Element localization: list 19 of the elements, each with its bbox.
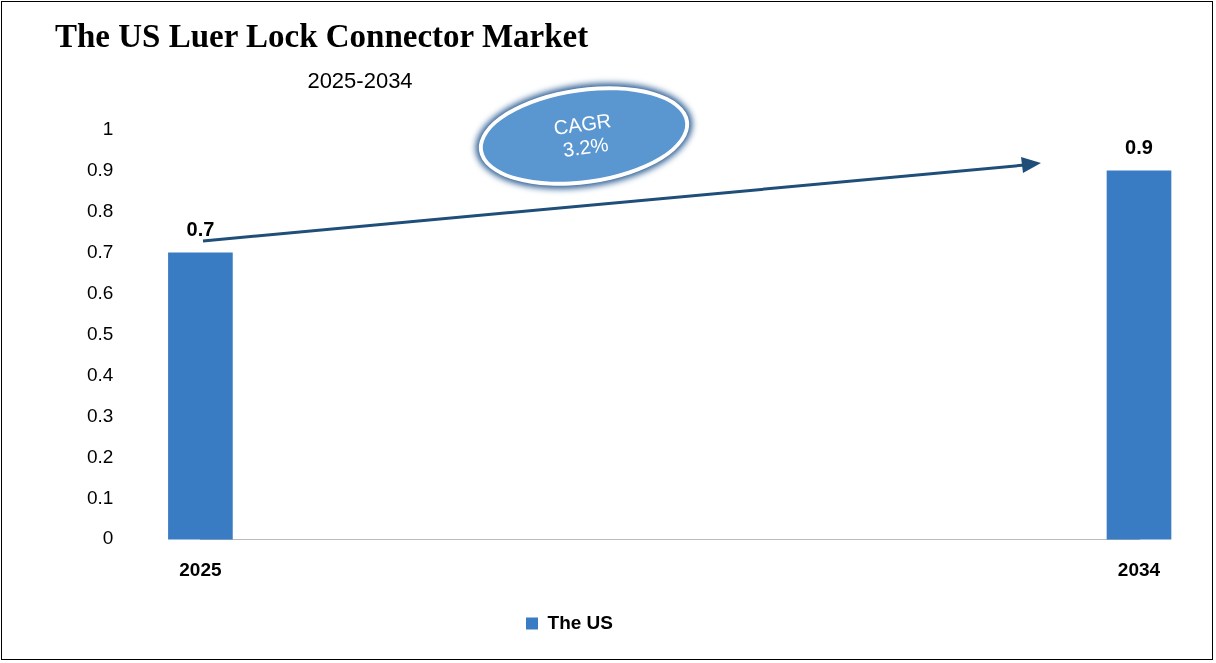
y-tick-label: 0.9 [86, 159, 114, 181]
chart-subtitle: 2025-2034 [306, 68, 414, 94]
y-tick-label: 0.6 [86, 281, 114, 303]
y-tick-label: 0.7 [86, 240, 114, 262]
y-tick-label: 0.2 [86, 445, 114, 467]
data-label: 0.9 [1125, 136, 1153, 159]
data-label: 0.7 [186, 218, 215, 241]
y-tick-label: 0.8 [86, 200, 114, 222]
y-tick-label: 0.3 [86, 404, 114, 426]
y-tick-label: 0.5 [86, 322, 114, 344]
legend-label: The US [547, 611, 613, 633]
y-tick-label: 0.4 [86, 363, 114, 385]
y-tick-label: 0 [102, 527, 114, 549]
x-tick-label: 2034 [1117, 558, 1161, 580]
y-tick-label: 1 [102, 118, 114, 140]
chart-title: The US Luer Lock Connector Market [55, 18, 589, 55]
y-tick-label: 0.1 [86, 486, 114, 508]
x-tick-label: 2025 [179, 558, 222, 580]
annotation: CAGR 3.2% [552, 109, 614, 163]
